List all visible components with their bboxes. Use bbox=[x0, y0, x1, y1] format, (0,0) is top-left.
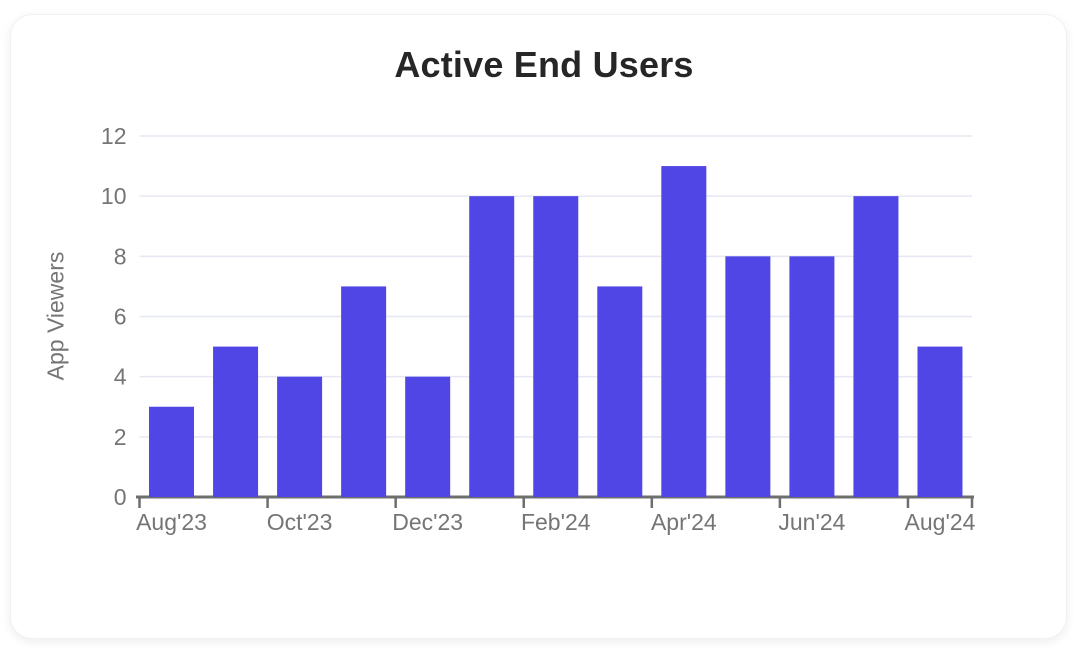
y-tick-label: 10 bbox=[101, 183, 127, 209]
x-tick-label: Aug'23 bbox=[136, 509, 207, 535]
bar-aug24[interactable] bbox=[917, 346, 963, 497]
x-tick-label: Apr'24 bbox=[651, 509, 717, 535]
bar-jul24[interactable] bbox=[853, 196, 899, 497]
bar-aug23[interactable] bbox=[149, 406, 195, 497]
bar-nov23[interactable] bbox=[341, 286, 387, 497]
bar-dec23[interactable] bbox=[405, 376, 451, 497]
bar-oct23[interactable] bbox=[277, 376, 323, 497]
y-tick-label: 2 bbox=[114, 424, 127, 450]
x-tick-label: Oct'23 bbox=[267, 509, 333, 535]
chart-title: Active End Users bbox=[394, 44, 694, 85]
bar-jan24[interactable] bbox=[469, 196, 515, 497]
x-tick-label: Dec'23 bbox=[392, 509, 463, 535]
x-tick-label: Feb'24 bbox=[521, 509, 591, 535]
y-tick-label: 8 bbox=[114, 243, 127, 269]
bar-jun24[interactable] bbox=[789, 256, 835, 497]
y-tick-label: 12 bbox=[101, 123, 127, 149]
bar-mar24[interactable] bbox=[597, 286, 643, 497]
bar-feb24[interactable] bbox=[533, 196, 579, 497]
y-tick-label: 0 bbox=[114, 484, 127, 510]
y-tick-label: 6 bbox=[114, 304, 127, 330]
bar-may24[interactable] bbox=[725, 256, 771, 497]
y-tick-label: 4 bbox=[114, 364, 127, 390]
bar-apr24[interactable] bbox=[661, 166, 707, 498]
x-tick-label: Aug'24 bbox=[905, 509, 976, 535]
x-tick-label: Jun'24 bbox=[778, 509, 845, 535]
bar-sep23[interactable] bbox=[213, 346, 259, 497]
